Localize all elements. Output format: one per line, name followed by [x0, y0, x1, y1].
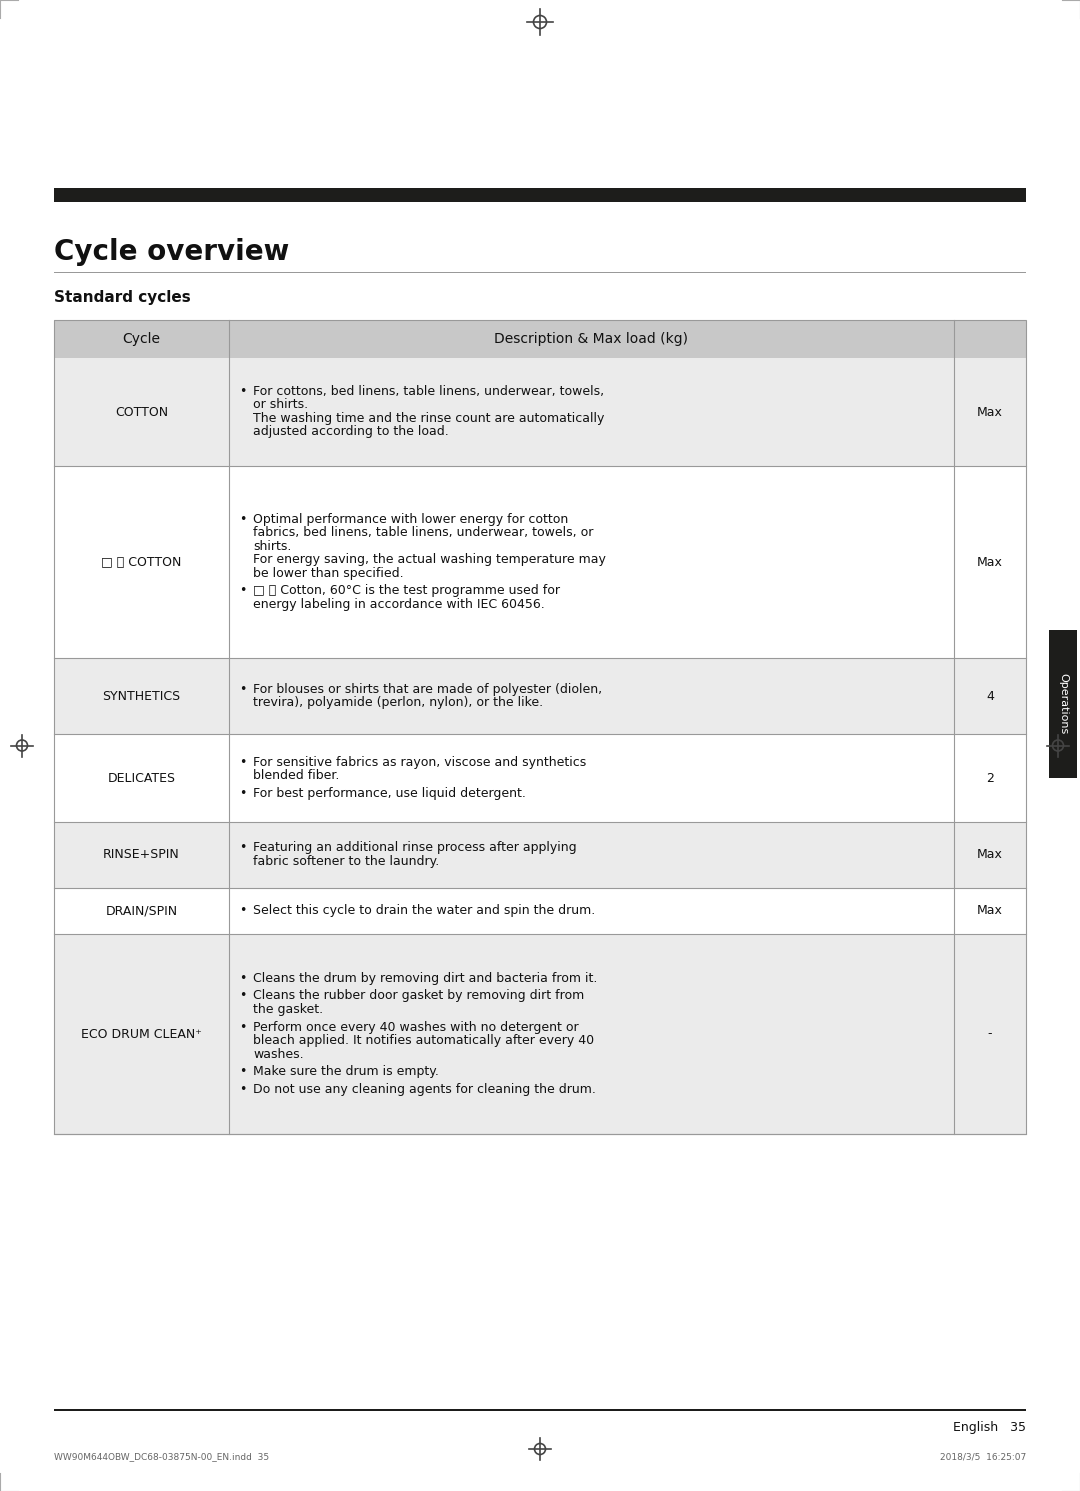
Text: For best performance, use liquid detergent.: For best performance, use liquid deterge…: [253, 787, 526, 799]
Text: -: -: [988, 1027, 993, 1041]
Text: DRAIN/SPIN: DRAIN/SPIN: [106, 905, 177, 917]
Text: 2018/3/5  16:25:07: 2018/3/5 16:25:07: [940, 1452, 1026, 1461]
Text: adjusted according to the load.: adjusted according to the load.: [253, 425, 449, 438]
Text: •: •: [239, 1065, 246, 1078]
Text: Do not use any cleaning agents for cleaning the drum.: Do not use any cleaning agents for clean…: [253, 1082, 596, 1096]
Text: COTTON: COTTON: [114, 406, 168, 419]
Text: energy labeling in accordance with IEC 60456.: energy labeling in accordance with IEC 6…: [253, 598, 544, 611]
Text: Standard cycles: Standard cycles: [54, 291, 191, 306]
Text: Perform once every 40 washes with no detergent or: Perform once every 40 washes with no det…: [253, 1020, 579, 1033]
Text: washes.: washes.: [253, 1048, 303, 1060]
Text: For cottons, bed linens, table linens, underwear, towels,: For cottons, bed linens, table linens, u…: [253, 385, 604, 398]
Text: •: •: [239, 385, 246, 398]
Text: •: •: [239, 841, 246, 854]
Text: blended fiber.: blended fiber.: [253, 769, 339, 783]
Text: □ ⓥ COTTON: □ ⓥ COTTON: [102, 556, 181, 568]
Text: •: •: [239, 756, 246, 769]
Text: Cleans the rubber door gasket by removing dirt from: Cleans the rubber door gasket by removin…: [253, 990, 584, 1002]
Text: Featuring an additional rinse process after applying: Featuring an additional rinse process af…: [253, 841, 577, 854]
Text: Max: Max: [977, 905, 1003, 917]
Text: fabrics, bed linens, table linens, underwear, towels, or: fabrics, bed linens, table linens, under…: [253, 526, 593, 540]
Text: □ ⓥ Cotton, 60°C is the test programme used for: □ ⓥ Cotton, 60°C is the test programme u…: [253, 584, 561, 598]
Text: For blouses or shirts that are made of polyester (diolen,: For blouses or shirts that are made of p…: [253, 683, 603, 695]
Bar: [54, 467, 1026, 658]
Text: or shirts.: or shirts.: [253, 398, 308, 412]
Text: •: •: [239, 1020, 246, 1033]
Text: •: •: [239, 584, 246, 598]
Text: Max: Max: [977, 556, 1003, 568]
Text: •: •: [239, 972, 246, 986]
Text: •: •: [239, 990, 246, 1002]
Text: bleach applied. It notifies automatically after every 40: bleach applied. It notifies automaticall…: [253, 1033, 594, 1047]
Text: For energy saving, the actual washing temperature may: For energy saving, the actual washing te…: [253, 553, 606, 567]
Text: WW90M644OBW_DC68-03875N-00_EN.indd  35: WW90M644OBW_DC68-03875N-00_EN.indd 35: [54, 1452, 269, 1461]
Text: •: •: [239, 1082, 246, 1096]
Text: Make sure the drum is empty.: Make sure the drum is empty.: [253, 1065, 438, 1078]
Bar: [54, 188, 1026, 201]
Text: English   35: English 35: [953, 1421, 1026, 1434]
Text: •: •: [239, 904, 246, 917]
Bar: [54, 889, 1026, 933]
Text: be lower than specified.: be lower than specified.: [253, 567, 404, 580]
Text: Description & Max load (kg): Description & Max load (kg): [495, 332, 689, 346]
Bar: [54, 933, 1026, 1135]
Text: Cycle: Cycle: [122, 332, 161, 346]
Bar: [54, 358, 1026, 467]
Text: For sensitive fabrics as rayon, viscose and synthetics: For sensitive fabrics as rayon, viscose …: [253, 756, 586, 769]
Text: Optimal performance with lower energy for cotton: Optimal performance with lower energy fo…: [253, 513, 568, 526]
Text: 4: 4: [986, 689, 994, 702]
Text: The washing time and the rinse count are automatically: The washing time and the rinse count are…: [253, 412, 605, 425]
Text: Operations: Operations: [1058, 674, 1068, 735]
Text: •: •: [239, 683, 246, 695]
Text: Select this cycle to drain the water and spin the drum.: Select this cycle to drain the water and…: [253, 904, 595, 917]
Text: DELICATES: DELICATES: [108, 771, 175, 784]
Bar: [1049, 631, 1077, 778]
Bar: [54, 321, 1026, 358]
Text: •: •: [239, 787, 246, 799]
Text: trevira), polyamide (perlon, nylon), or the like.: trevira), polyamide (perlon, nylon), or …: [253, 696, 543, 710]
Text: the gasket.: the gasket.: [253, 1003, 323, 1015]
Text: RINSE+SPIN: RINSE+SPIN: [103, 848, 180, 862]
Text: 2: 2: [986, 771, 994, 784]
Bar: [54, 321, 1026, 1135]
Text: Max: Max: [977, 406, 1003, 419]
Text: Cleans the drum by removing dirt and bacteria from it.: Cleans the drum by removing dirt and bac…: [253, 972, 597, 986]
Bar: [54, 1409, 1026, 1410]
Bar: [54, 658, 1026, 734]
Text: shirts.: shirts.: [253, 540, 292, 553]
Bar: [54, 822, 1026, 889]
Text: fabric softener to the laundry.: fabric softener to the laundry.: [253, 854, 440, 868]
Text: Max: Max: [977, 848, 1003, 862]
Bar: [54, 734, 1026, 822]
Text: ECO DRUM CLEAN⁺: ECO DRUM CLEAN⁺: [81, 1027, 202, 1041]
Text: Cycle overview: Cycle overview: [54, 239, 289, 265]
Text: SYNTHETICS: SYNTHETICS: [103, 689, 180, 702]
Text: •: •: [239, 513, 246, 526]
